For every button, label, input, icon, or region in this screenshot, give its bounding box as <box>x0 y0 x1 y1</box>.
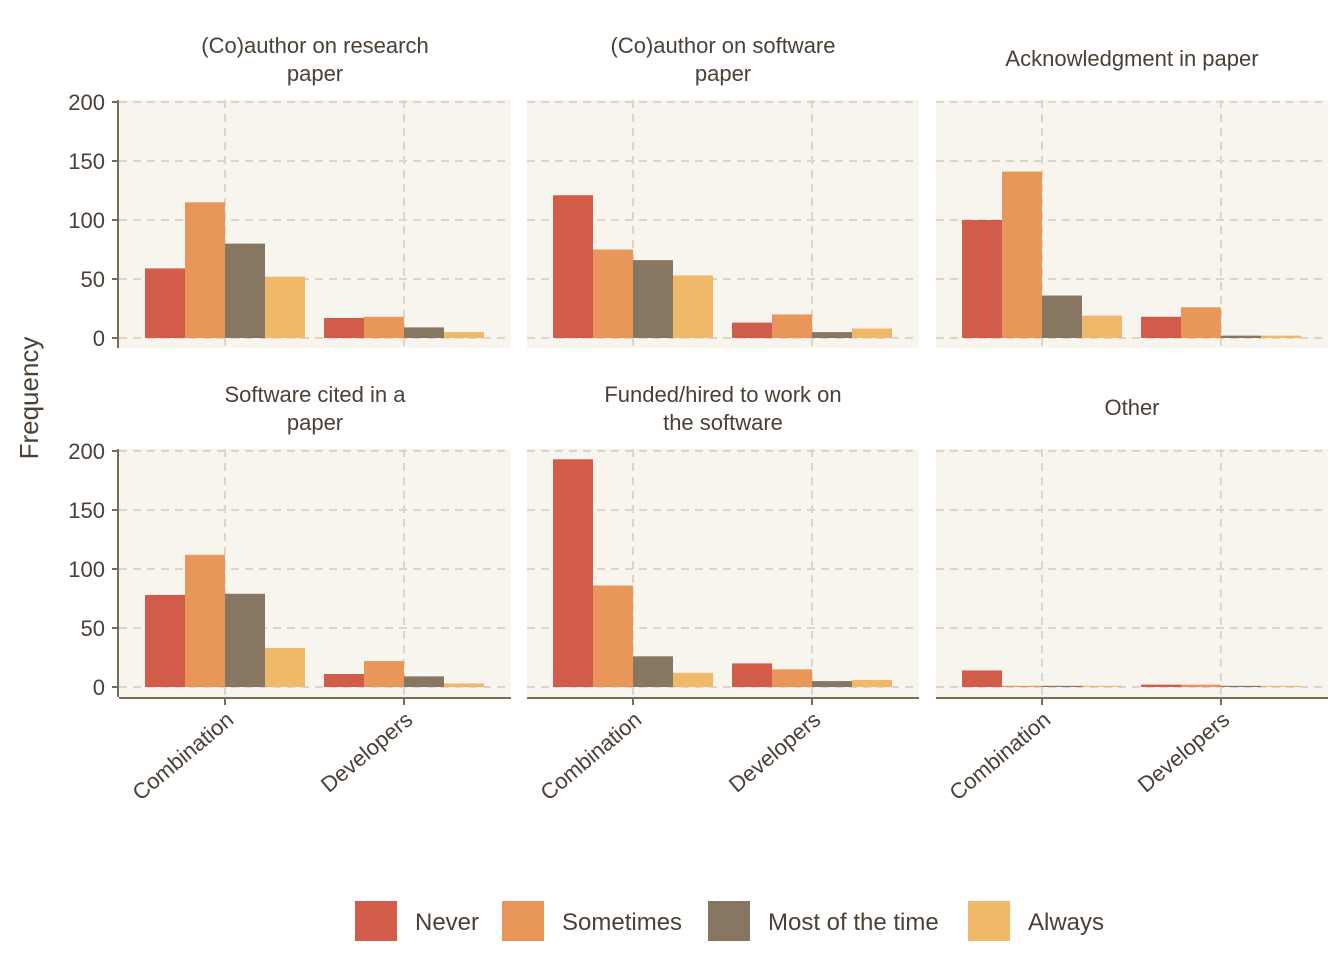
panel-background <box>936 449 1328 697</box>
panels: (Co)author on researchpaper050100150200(… <box>68 33 1328 805</box>
bar <box>225 593 265 687</box>
panel: Other Combination Developers <box>936 395 1328 805</box>
panel-title: Other <box>1104 395 1159 420</box>
legend-item: Never <box>355 901 479 941</box>
bar <box>444 332 484 338</box>
bar <box>145 594 185 687</box>
legend: Never Sometimes Most of the time Always <box>355 901 1104 941</box>
bar <box>732 663 772 687</box>
y-tick-label: 100 <box>68 208 105 233</box>
bar <box>772 669 812 687</box>
legend-label: Most of the time <box>768 909 939 936</box>
panel: Acknowledgment in paper <box>936 46 1328 348</box>
legend-swatch <box>355 901 397 941</box>
bar <box>593 249 633 338</box>
bar <box>185 202 225 338</box>
panel-title: Software cited in a <box>225 382 407 407</box>
bar <box>852 328 892 338</box>
x-tick-label: Combination <box>536 707 647 806</box>
bar <box>772 314 812 338</box>
panel-title: paper <box>287 410 343 435</box>
legend-swatch <box>708 901 750 941</box>
bar <box>265 648 305 687</box>
x-tick-label: Developers <box>724 707 825 798</box>
bar <box>1261 685 1301 687</box>
y-tick-label: 150 <box>68 149 105 174</box>
bar <box>1042 685 1082 687</box>
bar <box>593 585 633 687</box>
bar <box>1082 685 1122 687</box>
bar <box>1181 684 1221 687</box>
y-tick-label: 100 <box>68 557 105 582</box>
bar <box>1082 315 1122 338</box>
panel-title: paper <box>695 61 751 86</box>
bar <box>1181 307 1221 338</box>
x-tick-label: Developers <box>1133 707 1234 798</box>
bar <box>225 243 265 338</box>
bar <box>812 332 852 338</box>
bar <box>324 317 364 338</box>
panel: (Co)author on software paper <box>527 33 919 348</box>
legend-label: Never <box>415 909 479 936</box>
y-tick-label: 0 <box>93 326 105 351</box>
panel-title: Acknowledgment in paper <box>1005 46 1258 71</box>
legend-item: Most of the time <box>708 901 939 941</box>
bar <box>1141 316 1181 338</box>
bar <box>324 674 364 687</box>
bar <box>553 195 593 338</box>
bar <box>404 327 444 338</box>
panel: Funded/hired to work on the software Combi… <box>527 382 919 805</box>
bar <box>732 322 772 338</box>
bar <box>1042 295 1082 338</box>
legend-label: Sometimes <box>562 909 682 936</box>
bar <box>185 554 225 687</box>
bar <box>364 316 404 338</box>
y-tick-label: 50 <box>81 267 105 292</box>
legend-item: Always <box>968 901 1104 941</box>
bar <box>265 276 305 338</box>
legend-label: Always <box>1028 909 1104 936</box>
bar <box>673 672 713 687</box>
panel: Software cited in a paper 0 50 100 150 200 Comb… <box>68 382 511 805</box>
bar <box>145 268 185 338</box>
panel-title: Funded/hired to work on <box>604 382 841 407</box>
bar <box>1261 335 1301 338</box>
bar <box>553 459 593 687</box>
y-tick-label: 150 <box>68 498 105 523</box>
bar <box>1002 171 1042 338</box>
legend-swatch <box>968 901 1010 941</box>
bar <box>852 679 892 687</box>
bar <box>1002 685 1042 687</box>
legend-item: Sometimes <box>502 901 682 941</box>
y-tick-label: 200 <box>68 90 105 115</box>
y-tick-label: 50 <box>81 616 105 641</box>
bar <box>1221 685 1261 687</box>
x-tick-label: Developers <box>316 707 417 798</box>
y-tick-label: 200 <box>68 439 105 464</box>
panel-title: paper <box>287 61 343 86</box>
y-axis-label: Frequency <box>14 337 44 460</box>
bar <box>812 681 852 687</box>
bar <box>633 260 673 338</box>
bar <box>633 656 673 687</box>
panel-title: (Co)author on software <box>611 33 836 58</box>
bar <box>1141 684 1181 687</box>
panel: (Co)author on research paper 0 50 100 150 200 <box>68 33 511 351</box>
panel-title: (Co)author on research <box>201 33 428 58</box>
bar <box>404 676 444 687</box>
bar <box>962 670 1002 687</box>
y-tick-label: 0 <box>93 675 105 700</box>
x-tick-label: Combination <box>945 707 1056 806</box>
bar <box>962 220 1002 338</box>
bar <box>444 683 484 687</box>
bar <box>673 275 713 338</box>
legend-swatch <box>502 901 544 941</box>
bar <box>364 661 404 687</box>
bar <box>1221 335 1261 338</box>
panel-title: the software <box>663 410 783 435</box>
x-tick-label: Combination <box>128 707 239 806</box>
